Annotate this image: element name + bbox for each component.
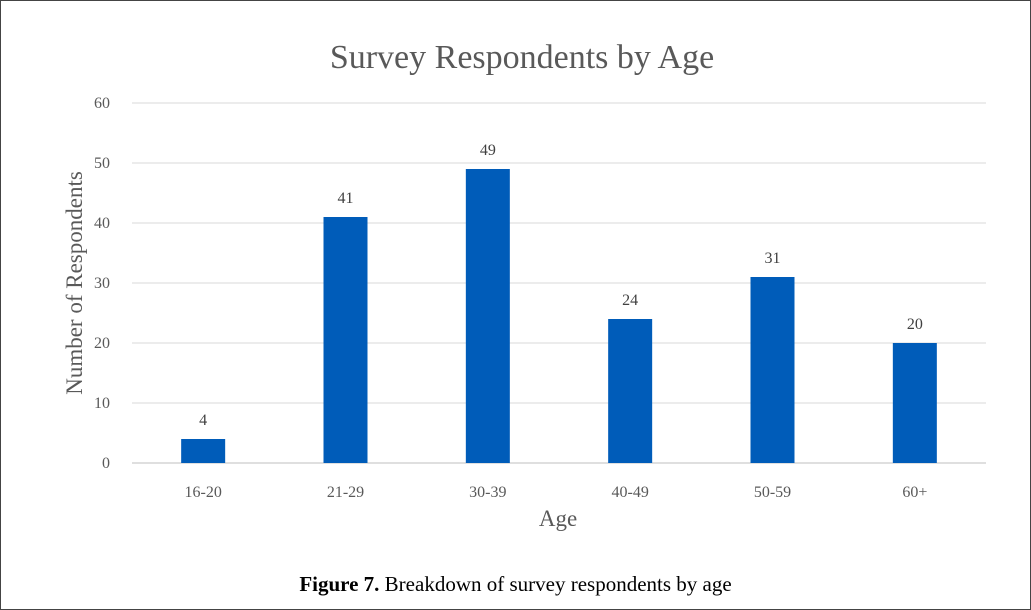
figure-caption: Figure 7. Breakdown of survey respondent… (0, 572, 1031, 597)
y-tick-label: 20 (94, 335, 110, 352)
y-tick-label: 40 (94, 215, 110, 232)
data-label: 49 (480, 142, 496, 159)
x-tick-label: 40-49 (612, 484, 649, 501)
y-axis-ticks: 0 10 20 30 40 50 60 (94, 95, 110, 472)
y-tick-label: 10 (94, 395, 110, 412)
bar (750, 277, 795, 463)
y-tick-label: 50 (94, 155, 110, 172)
x-axis-label: Age (539, 506, 577, 531)
bar (892, 343, 937, 463)
bars (181, 169, 937, 463)
x-tick-label: 60+ (902, 484, 927, 501)
y-tick-label: 30 (94, 275, 110, 292)
x-axis-ticks: 16-20 21-29 30-39 40-49 50-59 60+ (185, 484, 928, 501)
figure-caption-text: Breakdown of survey respondents by age (379, 572, 732, 596)
data-label: 20 (907, 316, 923, 333)
data-label: 31 (765, 250, 781, 267)
y-axis-label: Number of Respondents (62, 171, 87, 395)
data-label: 24 (622, 292, 638, 309)
x-tick-label: 16-20 (185, 484, 222, 501)
bar (608, 319, 653, 463)
bar (465, 169, 510, 463)
x-tick-label: 21-29 (327, 484, 364, 501)
gridlines (132, 102, 986, 464)
x-tick-label: 50-59 (754, 484, 791, 501)
y-tick-label: 0 (102, 455, 110, 472)
data-label: 4 (199, 412, 207, 429)
chart-title: Survey Respondents by Age (330, 39, 714, 76)
bar (181, 439, 226, 463)
figure-caption-label: Figure 7. (299, 572, 380, 596)
y-tick-label: 60 (94, 95, 110, 112)
data-labels: 4 41 49 24 31 20 (199, 142, 923, 429)
bar-chart: Survey Respondents by Age 0102030405060 … (62, 39, 986, 531)
bar (323, 217, 368, 463)
x-tick-label: 30-39 (469, 484, 506, 501)
data-label: 41 (338, 190, 354, 207)
